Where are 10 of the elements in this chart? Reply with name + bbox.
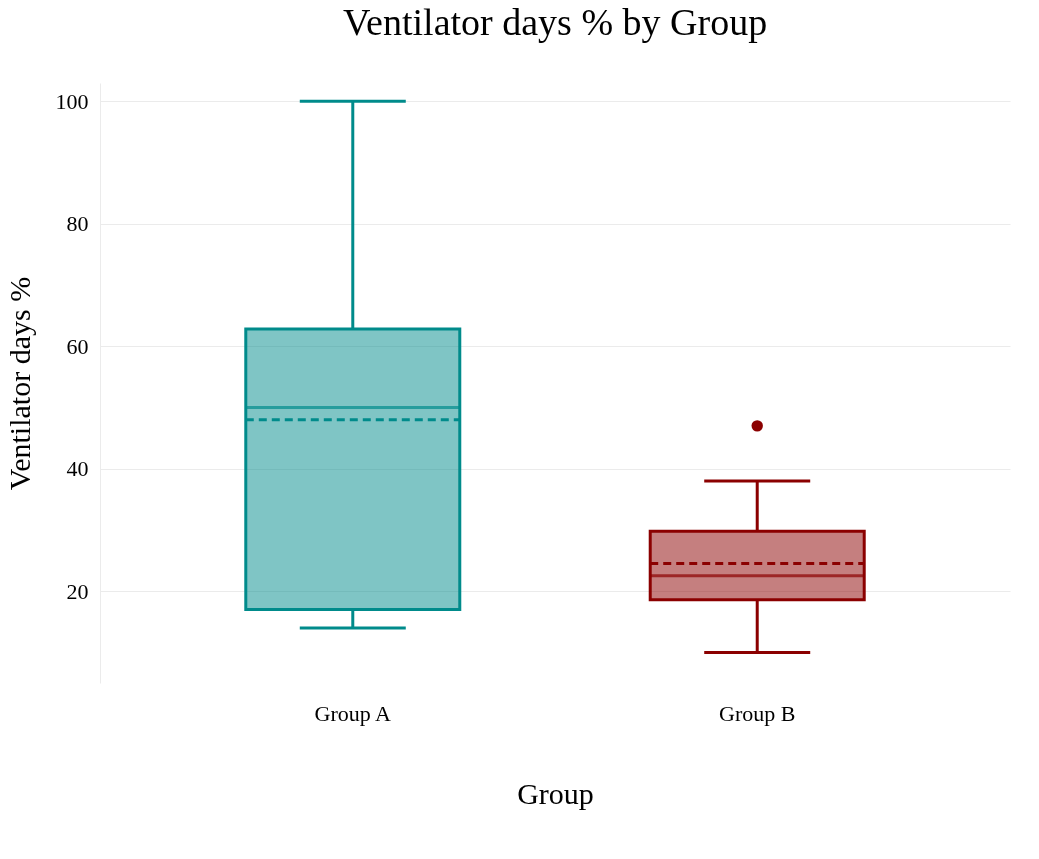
y-tick-label: 60 bbox=[66, 333, 89, 359]
y-tick-label: 100 bbox=[55, 88, 89, 114]
y-tick-label: 80 bbox=[66, 211, 89, 237]
x-axis-title: Group bbox=[517, 776, 594, 810]
y-tick-label: 20 bbox=[66, 578, 89, 604]
x-tick-label: Group B bbox=[719, 700, 796, 726]
x-tick-label: Group A bbox=[314, 700, 392, 726]
y-axis-title: Ventilator days % bbox=[2, 276, 36, 491]
chart-title: Ventilator days % by Group bbox=[342, 1, 768, 43]
y-tick-label: 40 bbox=[66, 456, 89, 482]
